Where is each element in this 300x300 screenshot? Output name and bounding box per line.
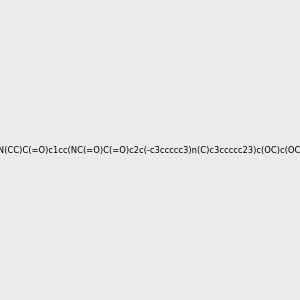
Text: CCN(CC)C(=O)c1cc(NC(=O)C(=O)c2c(-c3ccccc3)n(C)c3ccccc23)c(OC)c(OC)c1: CCN(CC)C(=O)c1cc(NC(=O)C(=O)c2c(-c3ccccc… [0,146,300,154]
